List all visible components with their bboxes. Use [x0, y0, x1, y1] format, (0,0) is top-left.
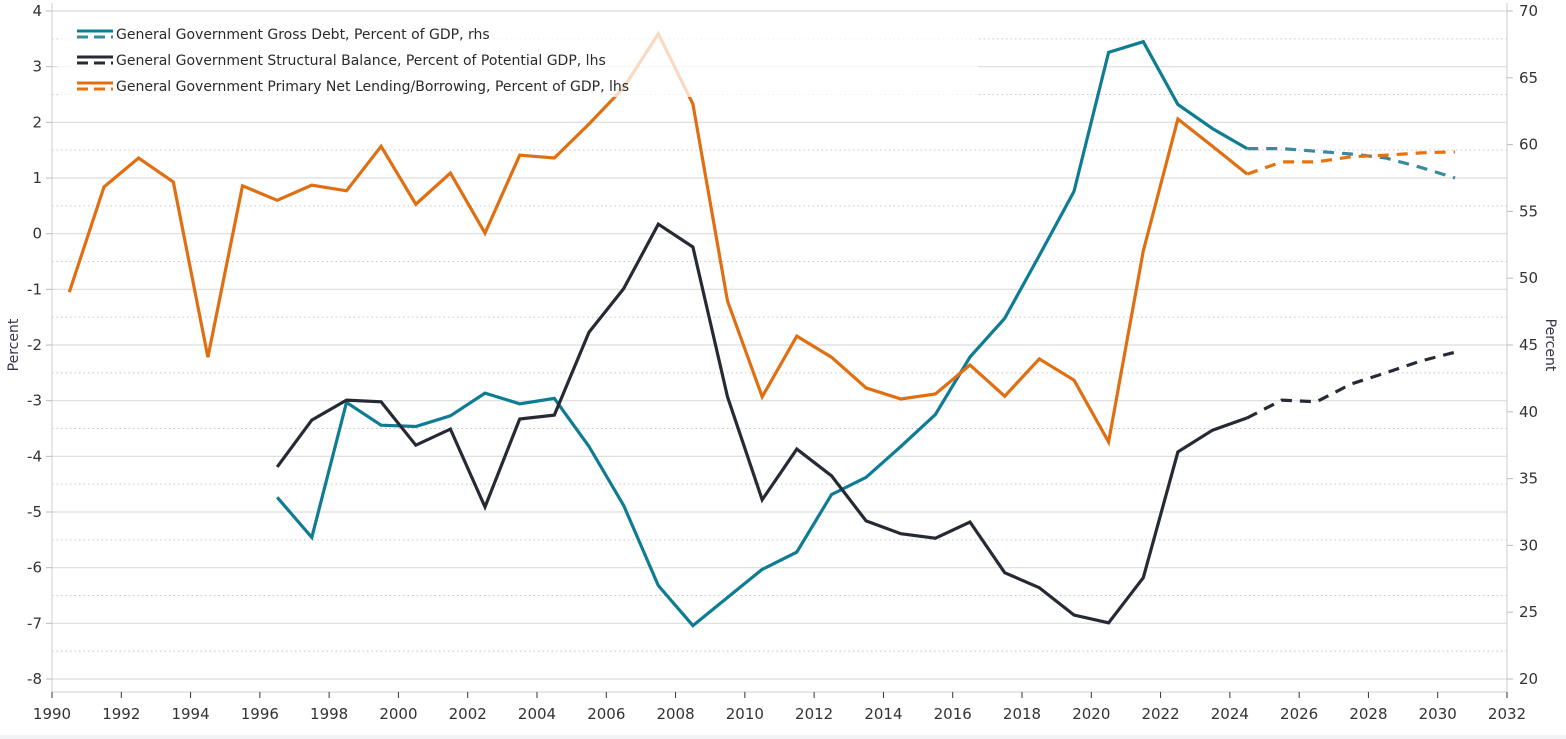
legend-item: General Government Structural Balance, P… — [77, 53, 606, 69]
x-tick-label: 2022 — [1141, 705, 1179, 723]
y-left-tick-label: -6 — [27, 559, 42, 577]
x-tick-label: 2032 — [1488, 705, 1526, 723]
y-left-tick-label: 1 — [32, 169, 42, 187]
y-left-tick-label: 0 — [32, 225, 42, 243]
x-tick-label: 2012 — [795, 705, 833, 723]
series-line-2-forecast — [1246, 150, 1456, 176]
series-line-1-actual — [275, 221, 1248, 625]
legend: General Government Gross Debt, Percent o… — [58, 15, 978, 97]
x-tick-label: 1994 — [171, 705, 209, 723]
y-right-tick-label: 35 — [1519, 470, 1538, 488]
y-left-tick-label: -1 — [27, 280, 42, 298]
series-line-0-actual — [275, 39, 1248, 628]
y-left-tick-label: -5 — [27, 503, 42, 521]
legend-label: General Government Structural Balance, P… — [116, 53, 606, 69]
legend-background — [58, 15, 978, 97]
y-left-tick-label: 3 — [32, 58, 42, 76]
series-line-0-forecast — [1247, 147, 1456, 180]
axes: 4 3 2 1 0 -1 -2 -3 -4 -5 -6 -7 -8 70 65 60 55 50 45 40 35 30 2… — [27, 2, 1538, 723]
legend-label: General Government Primary Net Lending/B… — [116, 79, 629, 95]
x-tick-label: 2028 — [1349, 705, 1387, 723]
y-right-tick-label: 50 — [1519, 269, 1538, 287]
y-left-tick-label: -7 — [27, 614, 42, 632]
series-line-1-forecast — [1246, 350, 1456, 420]
y-left-tick-label: 4 — [32, 2, 42, 20]
x-tick-label: 2026 — [1280, 705, 1318, 723]
y-left-tick-label: -3 — [27, 392, 42, 410]
x-tick-label: 2002 — [449, 705, 487, 723]
x-tick-label: 2006 — [587, 705, 625, 723]
x-tick-label: 1996 — [241, 705, 279, 723]
y-right-tick-label: 55 — [1519, 202, 1538, 220]
y-right-tick-label: 25 — [1519, 603, 1538, 621]
x-tick-label: 2000 — [379, 705, 417, 723]
y-axis-left-title: Percent — [6, 318, 22, 371]
y-axis-right-title: Percent — [1542, 319, 1558, 372]
x-tick-label: 1990 — [33, 705, 71, 723]
x-tick-label: 2030 — [1419, 705, 1457, 723]
y-left-tick-label: 2 — [32, 113, 42, 131]
y-left-tick-label: -4 — [27, 447, 42, 465]
x-tick-label: 2008 — [656, 705, 694, 723]
x-tick-label: 2024 — [1211, 705, 1249, 723]
x-tick-label: 2020 — [1072, 705, 1110, 723]
x-tick-label: 2018 — [1003, 705, 1041, 723]
y-left-tick-label: -8 — [27, 670, 42, 688]
y-right-tick-label: 20 — [1519, 670, 1538, 688]
x-tick-label: 2014 — [864, 705, 902, 723]
legend-item: General Government Gross Debt, Percent o… — [77, 27, 490, 43]
x-tick-label: 1998 — [310, 705, 348, 723]
gridlines — [52, 10, 1507, 680]
x-tick-label: 2004 — [518, 705, 556, 723]
x-tick-label: 2016 — [934, 705, 972, 723]
y-right-tick-label: 30 — [1519, 536, 1538, 554]
x-tick-label: 2010 — [726, 705, 764, 723]
y-right-tick-label: 60 — [1519, 136, 1538, 154]
bottom-strip — [0, 735, 1566, 739]
y-right-tick-label: 45 — [1519, 336, 1538, 354]
x-tick-label: 1992 — [102, 705, 140, 723]
legend-label: General Government Gross Debt, Percent o… — [116, 27, 490, 43]
y-right-tick-label: 65 — [1519, 69, 1538, 87]
y-left-tick-label: -2 — [27, 336, 42, 354]
y-right-tick-label: 70 — [1519, 2, 1538, 20]
y-right-tick-label: 40 — [1519, 403, 1538, 421]
legend-item: General Government Primary Net Lending/B… — [77, 79, 629, 95]
